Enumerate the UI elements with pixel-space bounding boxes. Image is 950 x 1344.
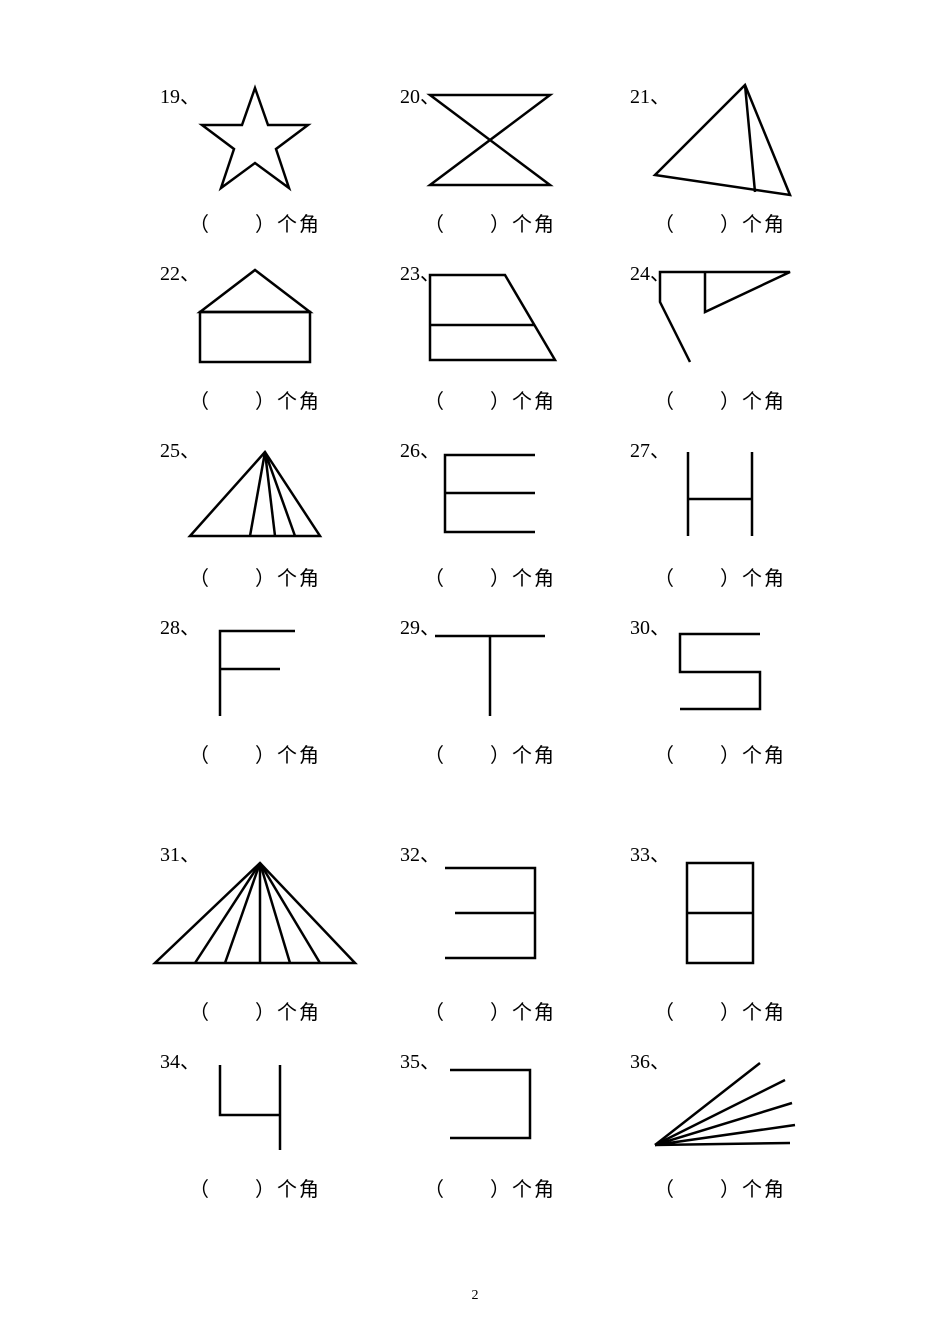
problem-number: 34、	[160, 1045, 200, 1074]
problem-23: 23、 （ ）个角	[390, 257, 590, 414]
problem-number: 36、	[630, 1045, 670, 1074]
answer-blank: （ ）个角	[620, 562, 820, 591]
answer-blank: （ ）个角	[150, 739, 360, 768]
answer-blank: （ ）个角	[150, 562, 360, 591]
answer-blank: （ ）个角	[150, 208, 360, 237]
problem-35: 35、 （ ）个角	[390, 1045, 590, 1202]
answer-blank: （ ）个角	[390, 1173, 590, 1202]
problem-36: 36、 （ ）个角	[620, 1045, 820, 1202]
answer-blank: （ ）个角	[620, 996, 820, 1025]
problem-28: 28、 （ ）个角	[150, 611, 360, 768]
problem-number: 27、	[630, 434, 670, 463]
problem-20: 20、 （ ）个角	[390, 80, 590, 237]
problem-22: 22、 （ ）个角	[150, 257, 360, 414]
problem-29: 29、 （ ）个角	[390, 611, 590, 768]
problem-number: 21、	[630, 80, 670, 109]
answer-blank: （ ）个角	[620, 1173, 820, 1202]
answer-blank: （ ）个角	[150, 1173, 360, 1202]
problem-34: 34、 （ ）个角	[150, 1045, 360, 1202]
answer-blank: （ ）个角	[620, 385, 820, 414]
answer-blank: （ ）个角	[390, 996, 590, 1025]
problem-21: 21、 （ ）个角	[620, 80, 820, 237]
worksheet-grid: 19、 （ ）个角 20、 （ ）个角 21、	[150, 80, 820, 1202]
problem-25: 25、 （ ）个角	[150, 434, 360, 591]
problem-number: 23、	[400, 257, 440, 286]
problem-number: 20、	[400, 80, 440, 109]
problem-number: 28、	[160, 611, 200, 640]
answer-blank: （ ）个角	[390, 208, 590, 237]
problem-number: 35、	[400, 1045, 440, 1074]
problem-19: 19、 （ ）个角	[150, 80, 360, 237]
problem-number: 33、	[630, 838, 670, 867]
problem-number: 26、	[400, 434, 440, 463]
answer-blank: （ ）个角	[390, 562, 590, 591]
problem-number: 22、	[160, 257, 200, 286]
answer-blank: （ ）个角	[390, 385, 590, 414]
problem-26: 26、 （ ）个角	[390, 434, 590, 591]
page-number: 2	[472, 1288, 479, 1304]
answer-blank: （ ）个角	[390, 739, 590, 768]
answer-blank: （ ）个角	[620, 739, 820, 768]
problem-number: 24、	[630, 257, 670, 286]
problem-number: 31、	[160, 838, 200, 867]
problem-27: 27、 （ ）个角	[620, 434, 820, 591]
problem-33: 33、 （ ）个角	[620, 838, 820, 1025]
problem-31: 31、 （ ）个角	[150, 838, 360, 1025]
answer-blank: （ ）个角	[150, 996, 360, 1025]
problem-number: 32、	[400, 838, 440, 867]
answer-blank: （ ）个角	[620, 208, 820, 237]
problem-30: 30、 （ ）个角	[620, 611, 820, 768]
problem-number: 25、	[160, 434, 200, 463]
problem-24: 24、 （ ）个角	[620, 257, 820, 414]
problem-number: 29、	[400, 611, 440, 640]
answer-blank: （ ）个角	[150, 385, 360, 414]
problem-number: 30、	[630, 611, 670, 640]
problem-number: 19、	[160, 80, 200, 109]
problem-32: 32、 （ ）个角	[390, 838, 590, 1025]
